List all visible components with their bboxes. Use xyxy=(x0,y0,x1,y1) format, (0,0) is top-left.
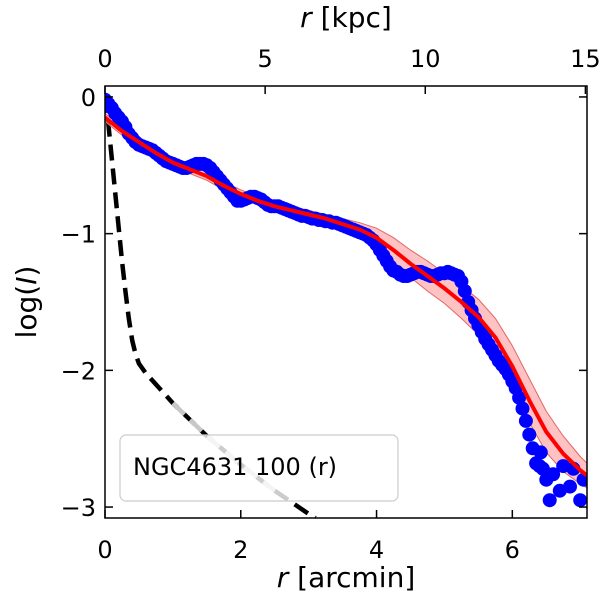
legend: NGC4631 100 (r) xyxy=(119,434,399,502)
data-point xyxy=(563,479,577,494)
data-point xyxy=(533,445,548,460)
top-tick-label: 15 xyxy=(570,45,600,73)
data-point xyxy=(515,401,530,416)
legend-box xyxy=(119,434,399,502)
data-point xyxy=(457,284,472,299)
y-tick-label: −1 xyxy=(61,221,96,249)
axes: 0 2 4 6 0 5 10 15 0 −1 −2 −3 xyxy=(61,45,600,564)
top-axis-label-var: r xyxy=(300,1,313,34)
x-axis-label: r [arcmin] xyxy=(277,561,416,594)
y-tick-label: −2 xyxy=(61,357,96,385)
y-axis-label: log(I) xyxy=(10,266,43,339)
legend-label: NGC4631 100 (r) xyxy=(133,453,337,481)
x-tick-label: 4 xyxy=(369,536,384,564)
top-tick-label: 0 xyxy=(97,45,112,73)
top-tick-label: 10 xyxy=(410,45,441,73)
y-axis-label-pre: log( xyxy=(10,285,43,339)
y-tick-label: 0 xyxy=(81,84,96,112)
top-axis-label: r [kpc] xyxy=(300,1,392,34)
y-axis-label-post: ) xyxy=(10,266,43,277)
model-curve xyxy=(105,115,587,478)
x-axis-label-var: r xyxy=(277,561,290,594)
data-point xyxy=(576,472,587,487)
top-axis-label-unit: [kpc] xyxy=(312,1,392,34)
y-axis-label-var: I xyxy=(10,277,43,285)
x-tick-label: 6 xyxy=(505,536,520,564)
data-point xyxy=(542,493,557,508)
x-tick-label: 2 xyxy=(233,536,248,564)
data-point xyxy=(546,467,561,482)
data-point xyxy=(522,427,537,442)
y-tick-label: −3 xyxy=(61,494,96,522)
plot-area xyxy=(105,92,587,518)
x-tick-label: 0 xyxy=(97,536,112,564)
plot-frame xyxy=(104,85,588,519)
data-point xyxy=(512,390,527,405)
data-point xyxy=(518,413,533,428)
data-point xyxy=(573,493,587,508)
top-tick-label: 5 xyxy=(257,45,272,73)
x-axis-label-unit: [arcmin] xyxy=(288,561,415,594)
